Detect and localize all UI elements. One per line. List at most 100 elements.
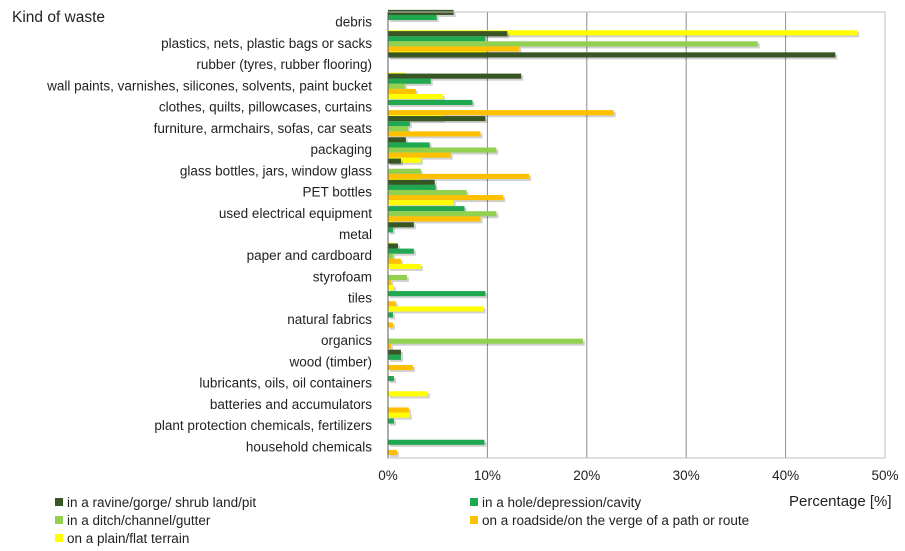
bar — [388, 36, 486, 42]
category-label: paper and cardboard — [247, 248, 372, 263]
category-label: packaging — [310, 142, 372, 157]
bar — [388, 263, 421, 269]
bar — [388, 439, 485, 445]
bar — [388, 211, 497, 217]
bar — [388, 306, 484, 312]
bar — [388, 312, 393, 318]
bar — [388, 195, 504, 201]
axes — [387, 11, 886, 459]
x-tick-label: 0% — [378, 468, 398, 483]
category-label: metal — [339, 227, 372, 242]
x-tick-label: 50% — [871, 468, 898, 483]
legend-label: in a hole/depression/cavity — [482, 495, 641, 510]
category-label: furniture, armchairs, sofas, car seats — [154, 121, 373, 136]
bar — [388, 99, 473, 106]
legend-label: in a ditch/channel/gutter — [67, 513, 211, 528]
legend-swatch — [470, 498, 478, 506]
category-label: PET bottles — [302, 185, 372, 200]
bar — [388, 200, 454, 206]
bar — [388, 184, 436, 190]
bar — [388, 206, 465, 212]
category-labels: debris plastics, nets, plastic bags or sa… — [46, 15, 372, 455]
bar — [388, 78, 431, 84]
legend-swatch — [470, 516, 478, 524]
bar — [388, 73, 522, 79]
bar — [388, 243, 398, 249]
bar — [388, 449, 397, 456]
bar — [388, 364, 413, 371]
bar — [388, 121, 410, 127]
bar — [388, 258, 401, 264]
bar — [388, 41, 758, 47]
category-label: wood (timber) — [288, 354, 372, 369]
bar — [388, 116, 486, 122]
category-label: natural fabrics — [287, 312, 372, 327]
bar — [388, 407, 409, 413]
bar — [388, 222, 414, 228]
bar — [388, 253, 393, 259]
category-label: styrofoam — [313, 269, 372, 284]
bar — [388, 30, 858, 36]
bar — [388, 338, 583, 344]
bar — [388, 173, 530, 179]
bar — [388, 291, 486, 297]
bar — [388, 147, 497, 153]
bar — [388, 157, 421, 163]
bar — [388, 418, 394, 424]
x-tick-label: 20% — [573, 468, 600, 483]
x-tick-labels: 0% 10% 20% 30% 40% 50% — [378, 468, 898, 483]
legend-label: in a ravine/gorge/ shrub land/pit — [67, 495, 256, 510]
bar — [388, 376, 394, 382]
bar-shadow — [390, 345, 393, 351]
category-label: household chemicals — [246, 439, 372, 454]
bar — [388, 301, 396, 307]
x-tick-label: 40% — [772, 468, 799, 483]
bar — [388, 126, 408, 132]
bar — [388, 168, 421, 174]
legend-swatch — [55, 498, 63, 506]
bar — [388, 189, 467, 196]
category-label: wall paints, varnishes, silicones, solve… — [46, 78, 372, 93]
bars — [388, 9, 860, 458]
category-label: debris — [335, 15, 372, 30]
bar — [388, 248, 414, 254]
bar — [388, 343, 391, 349]
bar — [388, 216, 481, 222]
category-label: organics — [321, 333, 372, 348]
category-label: used electrical equipment — [219, 206, 372, 221]
bar — [388, 131, 481, 137]
bar — [388, 31, 508, 37]
category-label: plastics, nets, plastic bags or sacks — [161, 36, 372, 51]
category-label: clothes, quilts, pillowcases, curtains — [159, 100, 372, 115]
category-label: glass bottles, jars, window glass — [180, 163, 372, 178]
bar — [388, 349, 401, 355]
x-axis-title: Percentage [%] — [789, 493, 892, 510]
bar — [388, 88, 416, 94]
legend-label: on a plain/flat terrain — [67, 531, 189, 546]
bar — [388, 46, 520, 52]
bar — [388, 83, 405, 89]
x-tick-label: 10% — [474, 468, 501, 483]
bar — [388, 285, 394, 291]
bar-shadow — [390, 282, 393, 288]
bar — [388, 179, 435, 185]
bar — [388, 93, 443, 100]
bar — [388, 354, 401, 360]
bar — [388, 412, 410, 418]
category-label: plant protection chemicals, fertilizers — [154, 418, 372, 433]
category-label: rubber (tyres, rubber flooring) — [196, 57, 372, 72]
bar — [388, 110, 614, 116]
legend-label: on a roadside/on the verge of a path or … — [482, 513, 749, 528]
bar — [388, 322, 393, 328]
x-tick-label: 30% — [673, 468, 700, 483]
legend: in a ravine/gorge/ shrub land/pit in a ho… — [55, 495, 749, 546]
category-label: tiles — [348, 291, 372, 306]
bar — [388, 227, 393, 233]
bar — [388, 158, 401, 164]
bar — [388, 52, 836, 58]
bar — [388, 142, 430, 148]
legend-swatch — [55, 534, 63, 542]
bar — [388, 152, 451, 158]
category-label: batteries and accumulators — [210, 397, 372, 412]
